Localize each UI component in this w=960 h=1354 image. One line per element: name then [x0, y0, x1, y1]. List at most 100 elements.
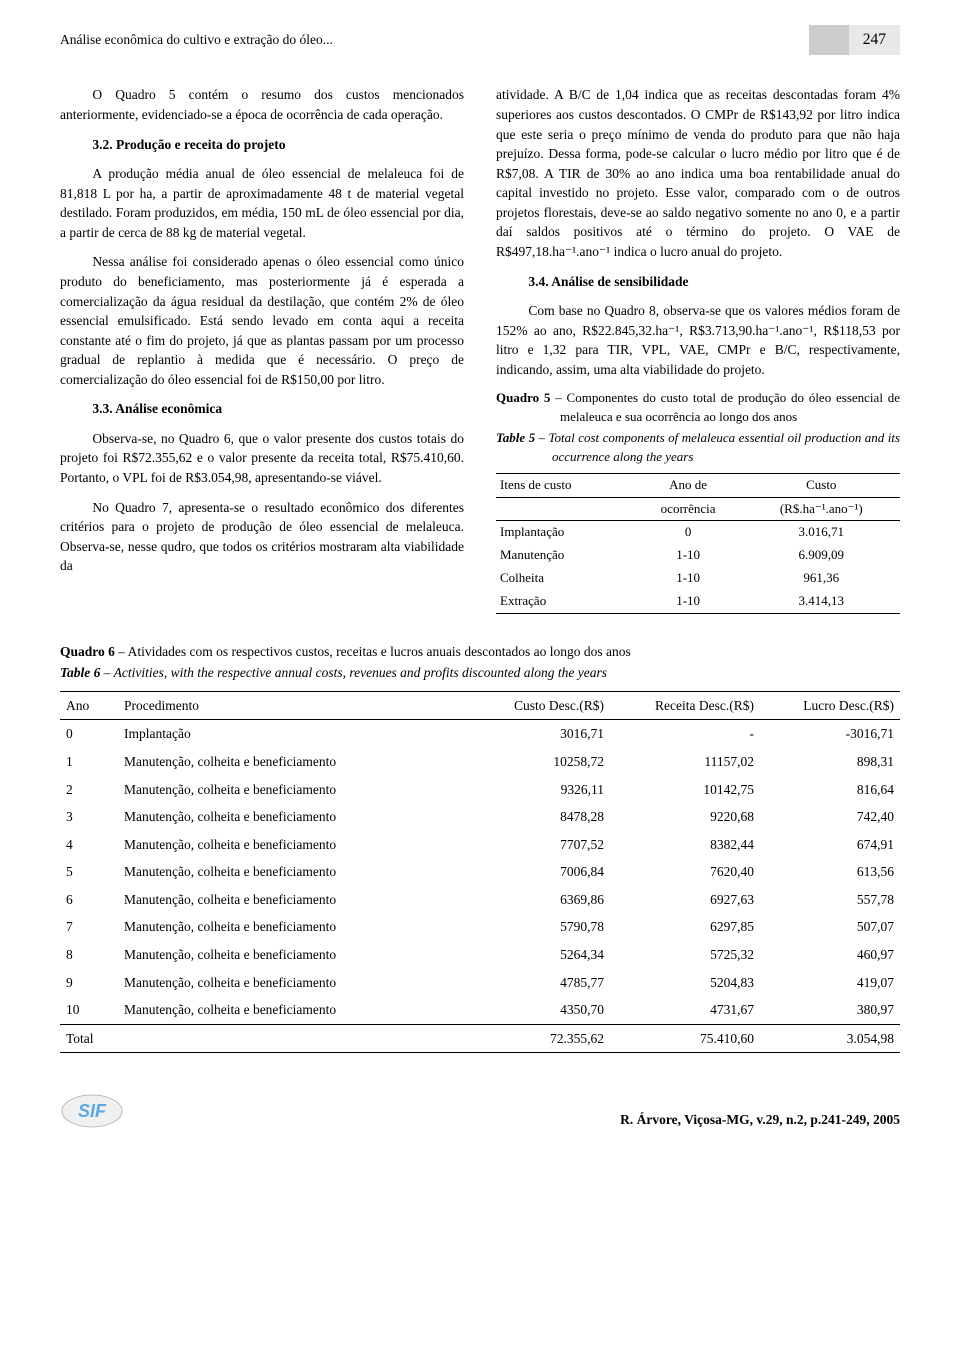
paragraph: A produção média anual de óleo essencial…: [60, 164, 464, 242]
table-cell: 1-10: [634, 567, 743, 590]
table-header: ocorrência: [634, 497, 743, 521]
table-cell: 674,91: [760, 831, 900, 859]
paragraph: atividade. A B/C de 1,04 indica que as r…: [496, 85, 900, 261]
table-cell: 6.909,09: [743, 544, 900, 567]
table-cell: 3.414,13: [743, 590, 900, 613]
table-header: Custo: [743, 473, 900, 497]
table-cell: 0: [634, 521, 743, 544]
table-cell: Manutenção, colheita e beneficiamento: [118, 803, 470, 831]
table-row: 5Manutenção, colheita e beneficiamento70…: [60, 858, 900, 886]
table-cell: 6369,86: [470, 886, 610, 914]
table-cell: Manutenção, colheita e beneficiamento: [118, 858, 470, 886]
table-cell: 4731,67: [610, 996, 760, 1024]
table-cell: 7620,40: [610, 858, 760, 886]
table-row: Extração1-103.414,13: [496, 590, 900, 613]
table-row: 4Manutenção, colheita e beneficiamento77…: [60, 831, 900, 859]
table-cell: 3016,71: [470, 720, 610, 748]
table-cell: Manutenção, colheita e beneficiamento: [118, 831, 470, 859]
left-column: O Quadro 5 contém o resumo dos custos me…: [60, 85, 464, 613]
table-cell: 742,40: [760, 803, 900, 831]
table-cell: 3: [60, 803, 118, 831]
table-cell: -3016,71: [760, 720, 900, 748]
table-cell: 72.355,62: [470, 1024, 610, 1053]
table-cell: 7006,84: [470, 858, 610, 886]
section-heading: 3.4. Análise de sensibilidade: [496, 272, 900, 292]
table-row: Manutenção1-106.909,09: [496, 544, 900, 567]
table-cell: 11157,02: [610, 748, 760, 776]
table-cell: Manutenção, colheita e beneficiamento: [118, 913, 470, 941]
table-cell: 613,56: [760, 858, 900, 886]
table-cell: 7: [60, 913, 118, 941]
quadro5-caption: Quadro 5 – Componentes do custo total de…: [496, 389, 900, 427]
two-column-body: O Quadro 5 contém o resumo dos custos me…: [60, 85, 900, 613]
table-header: Lucro Desc.(R$): [760, 691, 900, 720]
quadro5-table: Itens de custo Ano de Custo ocorrência (…: [496, 473, 900, 614]
table-cell: 1-10: [634, 544, 743, 567]
table-cell: 961,36: [743, 567, 900, 590]
quadro6-table: Ano Procedimento Custo Desc.(R$) Receita…: [60, 691, 900, 1053]
table-cell: 6927,63: [610, 886, 760, 914]
running-title: Análise econômica do cultivo e extração …: [60, 30, 333, 50]
table-cell: 0: [60, 720, 118, 748]
table-cell: 9326,11: [470, 776, 610, 804]
section-heading: 3.3. Análise econômica: [60, 399, 464, 419]
table-row: 6Manutenção, colheita e beneficiamento63…: [60, 886, 900, 914]
table-cell: 6297,85: [610, 913, 760, 941]
table-cell: 10258,72: [470, 748, 610, 776]
table-cell: Manutenção, colheita e beneficiamento: [118, 748, 470, 776]
page-footer: SIF R. Árvore, Viçosa-MG, v.29, n.2, p.2…: [60, 1093, 900, 1129]
table-cell: 8478,28: [470, 803, 610, 831]
table-cell: 380,97: [760, 996, 900, 1024]
table-cell: 5264,34: [470, 941, 610, 969]
table-cell: 3.016,71: [743, 521, 900, 544]
quadro6-caption-en: Table 6 – Activities, with the respectiv…: [60, 663, 900, 683]
table-cell: Implantação: [118, 720, 470, 748]
table-row: Implantação03.016,71: [496, 521, 900, 544]
table-row: 9Manutenção, colheita e beneficiamento47…: [60, 969, 900, 997]
page-number: 247: [809, 25, 900, 55]
quadro6-section: Quadro 6 – Atividades com os respectivos…: [60, 642, 900, 1053]
table-cell: 10142,75: [610, 776, 760, 804]
table-cell: Implantação: [496, 521, 634, 544]
table-row: 8Manutenção, colheita e beneficiamento52…: [60, 941, 900, 969]
table-cell: 4: [60, 831, 118, 859]
table-cell: 507,07: [760, 913, 900, 941]
table-cell: 419,07: [760, 969, 900, 997]
table-header: Ano: [60, 691, 118, 720]
table-row: Colheita1-10961,36: [496, 567, 900, 590]
table-cell: 9: [60, 969, 118, 997]
paragraph: O Quadro 5 contém o resumo dos custos me…: [60, 85, 464, 124]
table-cell: 7707,52: [470, 831, 610, 859]
table-row: 3Manutenção, colheita e beneficiamento84…: [60, 803, 900, 831]
table-cell: Manutenção: [496, 544, 634, 567]
paragraph: Com base no Quadro 8, observa-se que os …: [496, 301, 900, 379]
table-cell: 2: [60, 776, 118, 804]
table-cell: 1-10: [634, 590, 743, 613]
table-cell: 9220,68: [610, 803, 760, 831]
table-cell: 4785,77: [470, 969, 610, 997]
paragraph: No Quadro 7, apresenta-se o resultado ec…: [60, 498, 464, 576]
table-header: Ano de: [634, 473, 743, 497]
table-row: 10Manutenção, colheita e beneficiamento4…: [60, 996, 900, 1024]
table-cell: 5725,32: [610, 941, 760, 969]
paragraph: Nessa análise foi considerado apenas o ó…: [60, 252, 464, 389]
table-cell: Manutenção, colheita e beneficiamento: [118, 776, 470, 804]
paragraph: Observa-se, no Quadro 6, que o valor pre…: [60, 429, 464, 488]
quadro5-caption-en: Table 5 – Total cost components of melal…: [496, 429, 900, 467]
table-cell: 1: [60, 748, 118, 776]
table-cell: 816,64: [760, 776, 900, 804]
table-cell: Manutenção, colheita e beneficiamento: [118, 996, 470, 1024]
table-cell: 5204,83: [610, 969, 760, 997]
table-cell: 460,97: [760, 941, 900, 969]
section-heading: 3.2. Produção e receita do projeto: [60, 135, 464, 155]
table-cell: Manutenção, colheita e beneficiamento: [118, 941, 470, 969]
page-header: Análise econômica do cultivo e extração …: [60, 25, 900, 55]
table-cell: 5790,78: [470, 913, 610, 941]
table-cell: 5: [60, 858, 118, 886]
journal-reference: R. Árvore, Viçosa-MG, v.29, n.2, p.241-2…: [620, 1110, 900, 1130]
quadro6-caption: Quadro 6 – Atividades com os respectivos…: [60, 642, 900, 662]
table-cell: Extração: [496, 590, 634, 613]
table-row: 1Manutenção, colheita e beneficiamento10…: [60, 748, 900, 776]
table-cell: 8: [60, 941, 118, 969]
table-header: Procedimento: [118, 691, 470, 720]
